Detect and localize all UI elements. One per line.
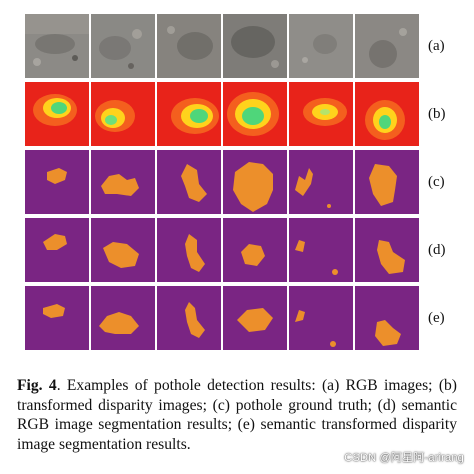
caption-text: . Examples of pothole detection results:… [17, 377, 458, 453]
ground-truth-1 [25, 150, 89, 214]
rgb-image-1 [25, 14, 89, 78]
ground-truth-3 [157, 150, 221, 214]
disparity-image-5 [289, 82, 353, 146]
rgb-segmentation-6 [355, 218, 419, 282]
disparity-segmentation-5 [289, 286, 353, 350]
rgb-image-2 [91, 14, 155, 78]
rgb-segmentation-2 [91, 218, 155, 282]
rgb-segmentation-4 [223, 218, 287, 282]
row-label-a: (a) [428, 38, 445, 54]
rgb-segmentation-3 [157, 218, 221, 282]
rgb-segmentation-1 [25, 218, 89, 282]
row-label-e: (e) [428, 310, 445, 326]
disparity-image-1 [25, 82, 89, 146]
rgb-image-6 [355, 14, 419, 78]
rgb-image-3 [157, 14, 221, 78]
disparity-segmentation-3 [157, 286, 221, 350]
row-label-d: (d) [428, 242, 446, 258]
disparity-segmentation-6 [355, 286, 419, 350]
disparity-segmentation-2 [91, 286, 155, 350]
rgb-segmentation-5 [289, 218, 353, 282]
disparity-image-2 [91, 82, 155, 146]
ground-truth-6 [355, 150, 419, 214]
disparity-image-6 [355, 82, 419, 146]
disparity-image-3 [157, 82, 221, 146]
figure-number: Fig. 4 [17, 377, 57, 394]
rgb-image-4 [223, 14, 287, 78]
figure-caption: Fig. 4. Examples of pothole detection re… [17, 376, 457, 454]
disparity-image-4 [223, 82, 287, 146]
row-label-c: (c) [428, 174, 445, 190]
rgb-image-5 [289, 14, 353, 78]
disparity-segmentation-4 [223, 286, 287, 350]
row-label-b: (b) [428, 106, 446, 122]
disparity-segmentation-1 [25, 286, 89, 350]
ground-truth-4 [223, 150, 287, 214]
ground-truth-2 [91, 150, 155, 214]
watermark: CSDN @阿星阿-arirang [344, 452, 464, 464]
ground-truth-5 [289, 150, 353, 214]
pothole-figure: (a) (b) (c) [25, 14, 446, 350]
